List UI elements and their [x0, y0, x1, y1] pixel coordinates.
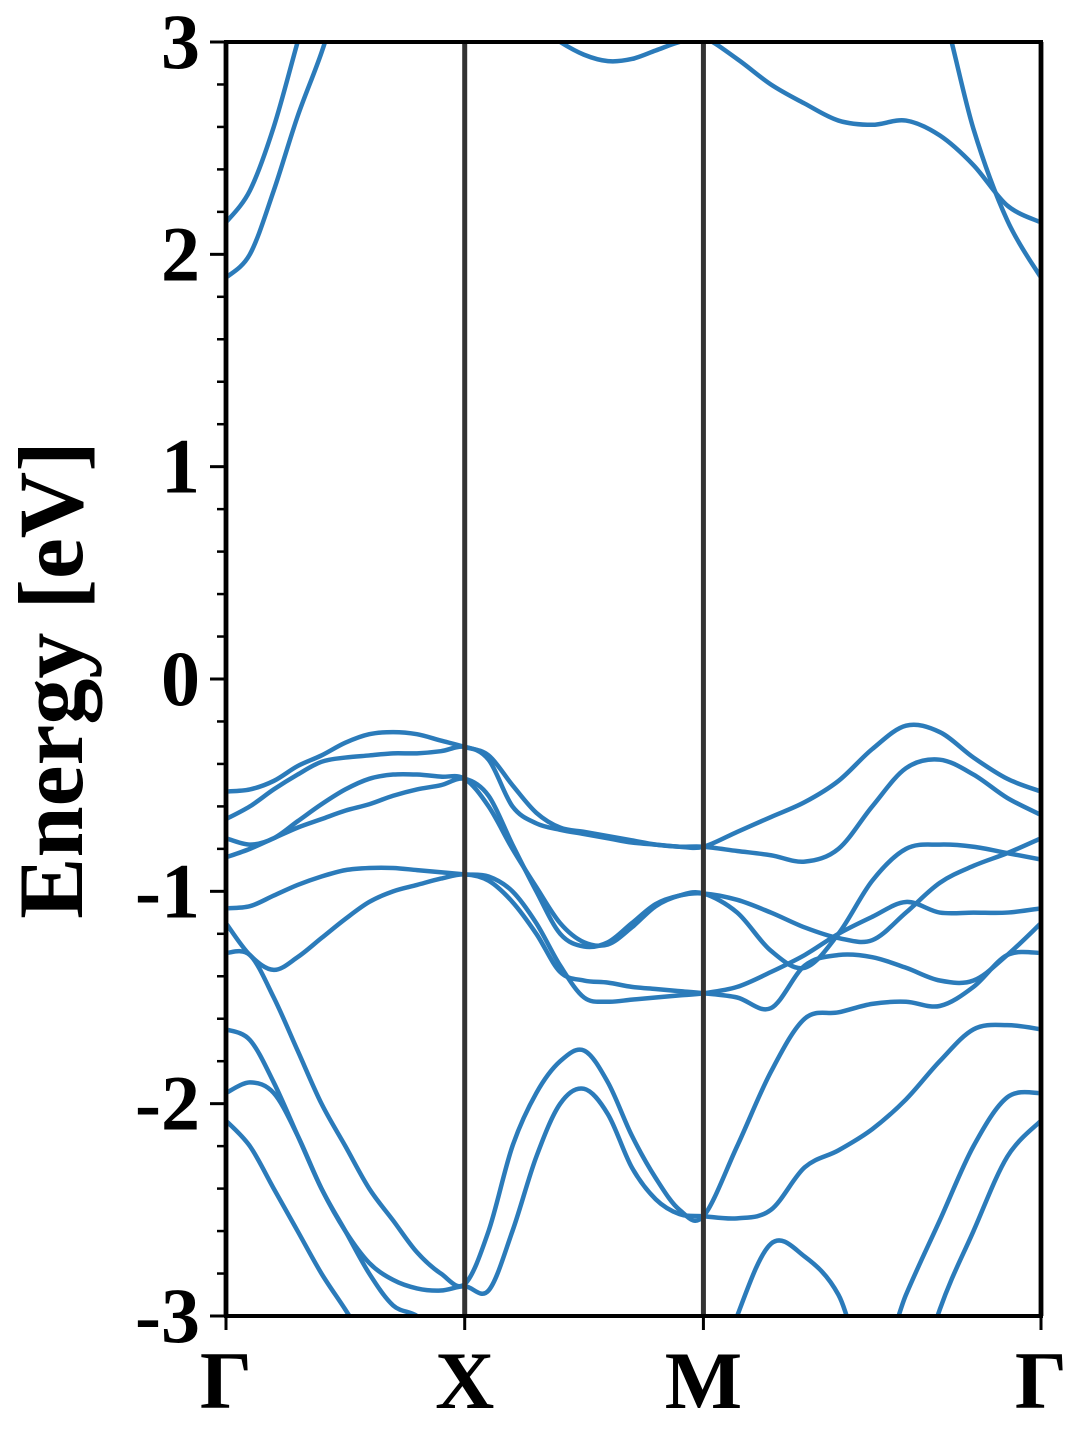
x-tick-label: M: [665, 1335, 742, 1426]
x-tick-label: X: [435, 1335, 494, 1426]
band-line: [226, 42, 328, 280]
band-line: [226, 865, 1041, 1005]
x-tick-label: Γ: [1015, 1335, 1067, 1426]
band-line: [949, 42, 1041, 279]
y-tick-label: -1: [135, 847, 200, 934]
band-line: [226, 1080, 1041, 1316]
plot-frame: [224, 40, 1043, 1318]
band-line: [226, 1022, 1041, 1296]
band-line: [226, 776, 1041, 950]
bands: [226, 42, 1041, 1316]
y-tick-label: 0: [161, 635, 200, 722]
band-line: [226, 1119, 1041, 1316]
band-line: [555, 42, 1041, 225]
x-tick-label: Γ: [200, 1335, 252, 1426]
band-line: [226, 771, 1041, 971]
y-tick-label: 2: [161, 210, 200, 297]
y-tick-label: 3: [161, 0, 200, 85]
y-axis-label: Energy [eV]: [0, 441, 102, 919]
y-tick-label: -2: [135, 1060, 200, 1147]
band-line: [226, 872, 1041, 1012]
band-line: [226, 744, 1041, 864]
y-tick-label: 1: [161, 423, 200, 510]
band-line: [226, 948, 1041, 1289]
band-line: [226, 42, 300, 224]
y-tick-label: -3: [135, 1272, 200, 1359]
